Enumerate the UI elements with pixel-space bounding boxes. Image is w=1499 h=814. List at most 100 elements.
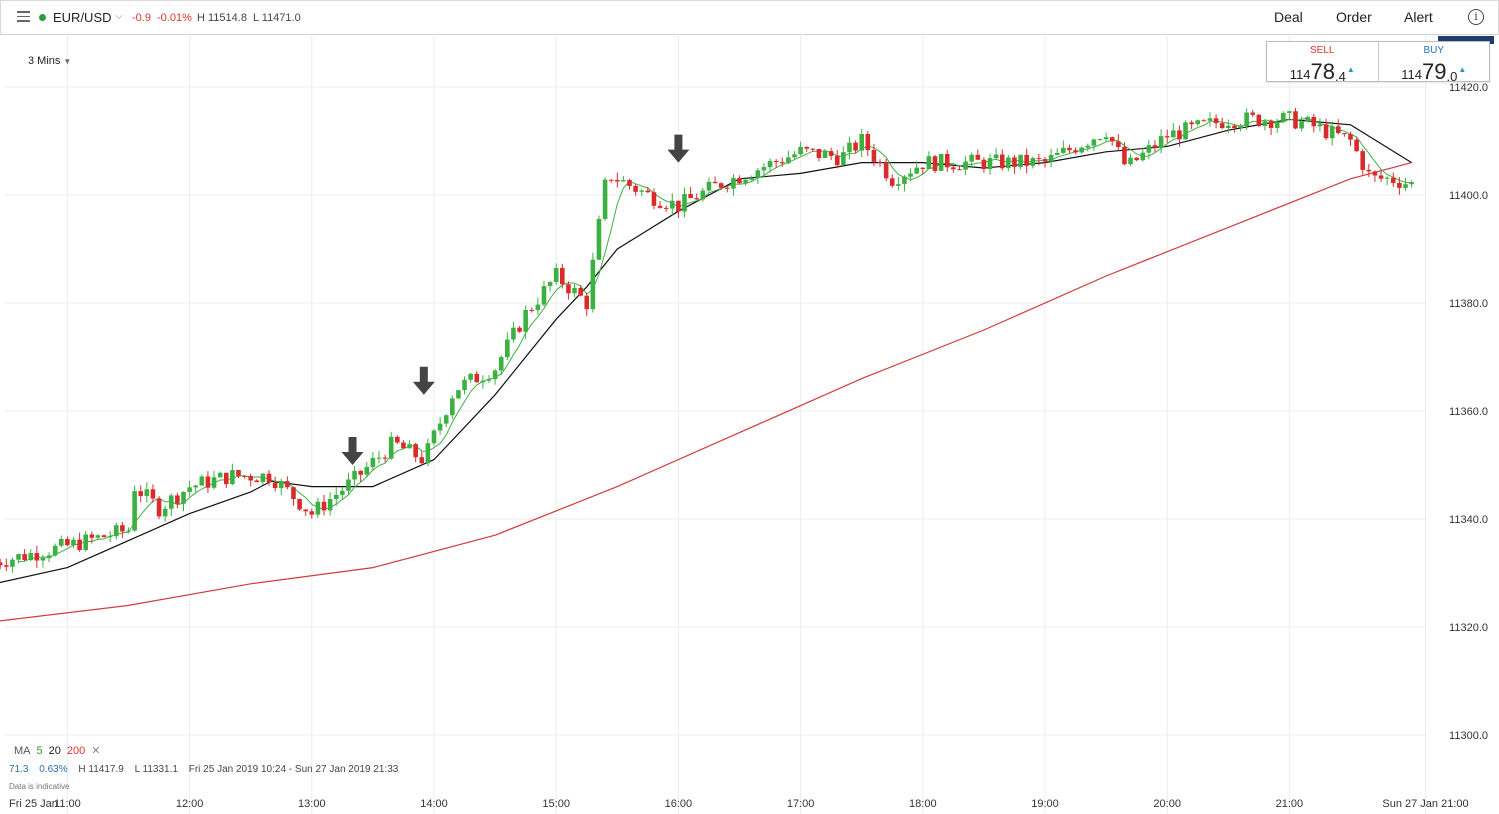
price-axis: 11300.0 11320.0 11340.0 11360.0 11380.0 11400… xyxy=(1449,82,1488,742)
candle-up xyxy=(761,167,767,171)
candle-up xyxy=(743,179,748,184)
candle-down xyxy=(889,178,895,186)
moving-average-legend: MA 5 20 200 ✕ xyxy=(14,744,100,757)
range-stats: 71.3 0.63% H 11417.9 L 11331.1 Fri 25 Ja… xyxy=(9,764,398,775)
x-tick-label: 19:00 xyxy=(1031,798,1059,810)
x-tick-label: 16:00 xyxy=(665,798,693,810)
candle-down xyxy=(1250,112,1256,115)
candle-up xyxy=(340,490,345,495)
sell-button[interactable]: SELL 11478.4▲ xyxy=(1267,42,1378,84)
candle-up xyxy=(841,152,846,166)
chart-grid xyxy=(4,33,1427,814)
candle-up xyxy=(1195,120,1201,125)
candle-down xyxy=(297,499,302,510)
candle-down xyxy=(1073,150,1078,153)
remove-indicator-icon[interactable]: ✕ xyxy=(91,745,101,757)
buy-label: BUY xyxy=(1423,45,1445,56)
candle-up xyxy=(168,495,174,509)
candle-up xyxy=(437,423,443,431)
sell-price-pips: 78 xyxy=(1310,59,1335,84)
candle-up xyxy=(798,146,803,155)
candle-up xyxy=(28,553,34,561)
candle-up xyxy=(553,268,559,283)
candle-up xyxy=(596,218,602,260)
candle-up xyxy=(40,557,46,561)
chevron-down-icon[interactable]: ⌵ xyxy=(115,11,123,22)
candle-up xyxy=(1244,112,1249,126)
candle-down xyxy=(1335,126,1341,134)
buy-price-pips: 79 xyxy=(1421,59,1447,84)
x-tick-label: 11:00 xyxy=(54,798,81,810)
buy-button[interactable]: BUY 11479.0▲ xyxy=(1377,42,1490,84)
timeframe-dropdown[interactable]: 3 Mins ▼ xyxy=(28,55,71,67)
candle-down xyxy=(474,373,480,383)
ma-label: MA xyxy=(14,745,31,757)
candle-up xyxy=(908,173,913,177)
candle-down xyxy=(1378,175,1384,179)
candle-up xyxy=(498,357,504,371)
candle-up xyxy=(352,470,357,480)
candle-down xyxy=(1293,111,1298,129)
candle-down xyxy=(834,155,840,166)
x-tick-label: 15:00 xyxy=(542,798,570,810)
candle-down xyxy=(877,161,883,163)
candle-up xyxy=(1409,182,1414,185)
price-chart[interactable]: 11300.0 11320.0 11340.0 11360.0 11380.0 11400… xyxy=(0,33,1499,814)
candle-down xyxy=(633,185,638,192)
ma20-legend[interactable]: 20 xyxy=(48,745,61,757)
candle-up xyxy=(1079,147,1084,153)
candle-down xyxy=(688,194,693,199)
session-high: H 11514.8 xyxy=(197,12,247,24)
candle-down xyxy=(248,476,253,481)
candle-down xyxy=(1348,134,1353,140)
candle-up xyxy=(144,489,150,496)
candle-down xyxy=(1342,133,1347,135)
instrument-selector[interactable]: EUR/USD xyxy=(53,10,112,25)
candle-up xyxy=(993,154,999,159)
y-tick-label: 11400.0 xyxy=(1449,190,1488,202)
info-icon[interactable]: i xyxy=(1468,9,1484,25)
candle-down xyxy=(883,162,889,179)
candle-down xyxy=(1366,169,1372,172)
candle-up xyxy=(896,184,901,186)
candle-up xyxy=(1207,118,1213,121)
candle-up xyxy=(46,555,52,558)
candle-up xyxy=(107,536,113,538)
candle-up xyxy=(1317,124,1323,127)
candle-down xyxy=(382,457,388,459)
candle-up xyxy=(113,525,119,537)
candle-up xyxy=(492,370,498,380)
candle-down xyxy=(810,148,816,150)
candle-up xyxy=(260,473,266,483)
candle-up xyxy=(1158,136,1164,148)
candle-down xyxy=(975,154,981,160)
range-percent: 0.63% xyxy=(39,764,68,775)
candle-up xyxy=(914,167,919,174)
candle-down xyxy=(584,295,590,310)
alert-button[interactable]: Alert xyxy=(1404,9,1433,25)
candle-down xyxy=(1213,118,1219,124)
candle-down xyxy=(1122,146,1127,165)
hamburger-menu-icon[interactable] xyxy=(17,11,30,22)
candle-up xyxy=(1274,121,1280,128)
candle-up xyxy=(211,477,217,488)
candle-up xyxy=(1305,116,1311,122)
ma200-legend[interactable]: 200 xyxy=(66,745,86,757)
x-tick-label: 13:00 xyxy=(298,798,326,810)
order-button[interactable]: Order xyxy=(1336,9,1372,25)
candle-up xyxy=(468,373,473,380)
candle-down xyxy=(321,501,327,511)
candle-down xyxy=(779,162,785,164)
x-tick-label: 14:00 xyxy=(420,798,448,810)
deal-button[interactable]: Deal xyxy=(1274,9,1303,25)
candle-down xyxy=(34,553,40,561)
candle-down xyxy=(651,192,657,206)
candle-down xyxy=(828,151,834,156)
ma5-line xyxy=(18,117,1412,563)
candle-down xyxy=(1042,159,1048,162)
timeframe-label: 3 Mins xyxy=(28,55,61,67)
candle-down xyxy=(663,207,669,209)
ma5-legend[interactable]: 5 xyxy=(36,745,43,757)
market-status-icon xyxy=(39,14,46,21)
candle-down xyxy=(138,491,144,496)
